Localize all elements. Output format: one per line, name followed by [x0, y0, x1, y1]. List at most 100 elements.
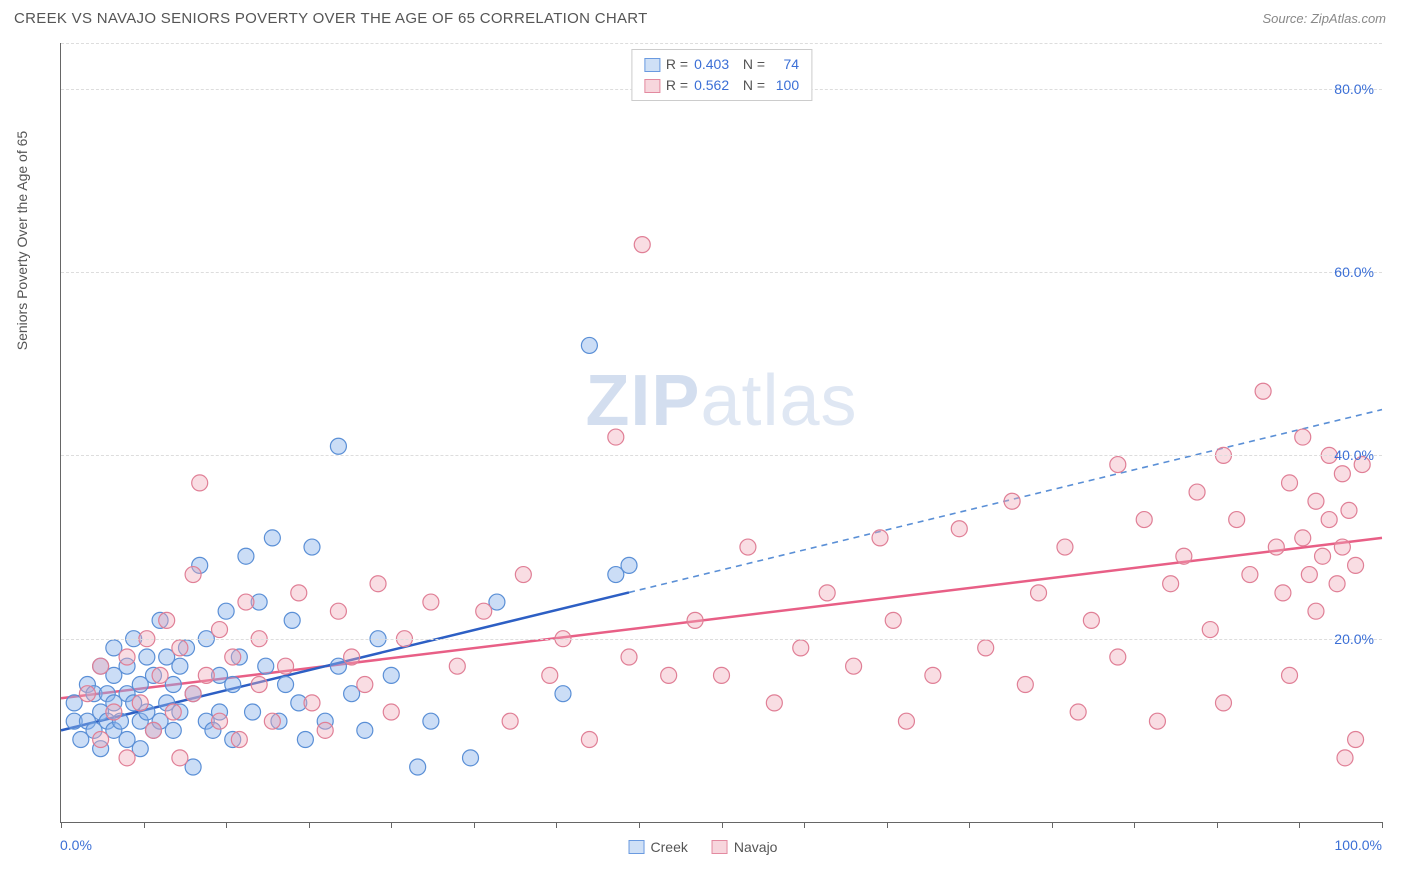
data-point: [621, 649, 637, 665]
data-point: [410, 759, 426, 775]
data-point: [330, 603, 346, 619]
x-tick: [1134, 822, 1135, 828]
data-point: [1229, 512, 1245, 528]
data-point: [951, 521, 967, 537]
x-tick: [1299, 822, 1300, 828]
data-point: [106, 704, 122, 720]
x-axis-min-label: 0.0%: [60, 837, 92, 853]
data-point: [317, 722, 333, 738]
data-point: [370, 576, 386, 592]
data-point: [621, 557, 637, 573]
creek-r-value: 0.403: [694, 54, 729, 75]
chart-title: CREEK VS NAVAJO SENIORS POVERTY OVER THE…: [14, 10, 648, 27]
chart-container: Seniors Poverty Over the Age of 65 ZIPat…: [14, 37, 1392, 867]
data-point: [192, 475, 208, 491]
data-point: [212, 622, 228, 638]
data-point: [304, 539, 320, 555]
source-attribution: Source: ZipAtlas.com: [1262, 11, 1386, 26]
x-tick: [969, 822, 970, 828]
data-point: [119, 750, 135, 766]
swatch-navajo: [644, 79, 660, 93]
data-point: [218, 603, 234, 619]
data-point: [185, 567, 201, 583]
data-point: [1110, 457, 1126, 473]
x-axis-max-label: 100.0%: [1335, 837, 1382, 853]
data-point: [872, 530, 888, 546]
data-point: [423, 594, 439, 610]
y-tick-label: 80.0%: [1334, 81, 1374, 97]
data-point: [383, 667, 399, 683]
x-tick: [1217, 822, 1218, 828]
gridline: [61, 455, 1382, 456]
data-point: [978, 640, 994, 656]
x-tick: [309, 822, 310, 828]
x-tick: [556, 822, 557, 828]
data-point: [766, 695, 782, 711]
x-tick: [1382, 822, 1383, 828]
data-point: [898, 713, 914, 729]
data-point: [93, 732, 109, 748]
navajo-n-value: 100: [771, 75, 799, 96]
data-point: [1308, 603, 1324, 619]
y-tick-label: 40.0%: [1334, 447, 1374, 463]
data-point: [885, 612, 901, 628]
legend-row-navajo: R = 0.562 N = 100: [644, 75, 799, 96]
data-point: [1348, 732, 1364, 748]
x-tick: [61, 822, 62, 828]
data-point: [1202, 622, 1218, 638]
data-point: [1334, 466, 1350, 482]
data-point: [258, 658, 274, 674]
legend-label-creek: Creek: [651, 839, 688, 855]
legend-label-navajo: Navajo: [734, 839, 778, 855]
correlation-legend: R = 0.403 N = 74 R = 0.562 N = 100: [631, 49, 812, 101]
series-legend: Creek Navajo: [629, 839, 778, 855]
data-point: [634, 237, 650, 253]
data-point: [278, 658, 294, 674]
data-point: [1295, 530, 1311, 546]
y-tick-label: 20.0%: [1334, 631, 1374, 647]
data-point: [231, 732, 247, 748]
gridline: [61, 43, 1382, 44]
y-tick-label: 60.0%: [1334, 264, 1374, 280]
data-point: [1017, 677, 1033, 693]
x-tick: [722, 822, 723, 828]
legend-item-navajo: Navajo: [712, 839, 778, 855]
data-point: [661, 667, 677, 683]
data-point: [93, 658, 109, 674]
data-point: [172, 750, 188, 766]
data-point: [423, 713, 439, 729]
data-point: [819, 585, 835, 601]
data-point: [449, 658, 465, 674]
creek-n-value: 74: [771, 54, 799, 75]
data-point: [1163, 576, 1179, 592]
data-point: [132, 695, 148, 711]
scatter-svg: [61, 43, 1382, 822]
data-point: [159, 612, 175, 628]
data-point: [581, 337, 597, 353]
data-point: [330, 438, 346, 454]
data-point: [344, 649, 360, 665]
data-point: [1334, 539, 1350, 555]
legend-row-creek: R = 0.403 N = 74: [644, 54, 799, 75]
data-point: [152, 667, 168, 683]
gridline: [61, 272, 1382, 273]
plot-area: ZIPatlas R = 0.403 N = 74 R = 0.562 N = …: [60, 43, 1382, 823]
data-point: [1348, 557, 1364, 573]
data-point: [1255, 383, 1271, 399]
data-point: [165, 722, 181, 738]
data-point: [357, 722, 373, 738]
data-point: [225, 649, 241, 665]
data-point: [1215, 695, 1231, 711]
data-point: [1083, 612, 1099, 628]
data-point: [608, 429, 624, 445]
data-point: [1004, 493, 1020, 509]
data-point: [1031, 585, 1047, 601]
data-point: [264, 713, 280, 729]
data-point: [251, 677, 267, 693]
data-point: [245, 704, 261, 720]
x-tick: [226, 822, 227, 828]
y-axis-label: Seniors Poverty Over the Age of 65: [14, 131, 30, 350]
data-point: [1189, 484, 1205, 500]
data-point: [846, 658, 862, 674]
swatch-navajo-icon: [712, 840, 728, 854]
